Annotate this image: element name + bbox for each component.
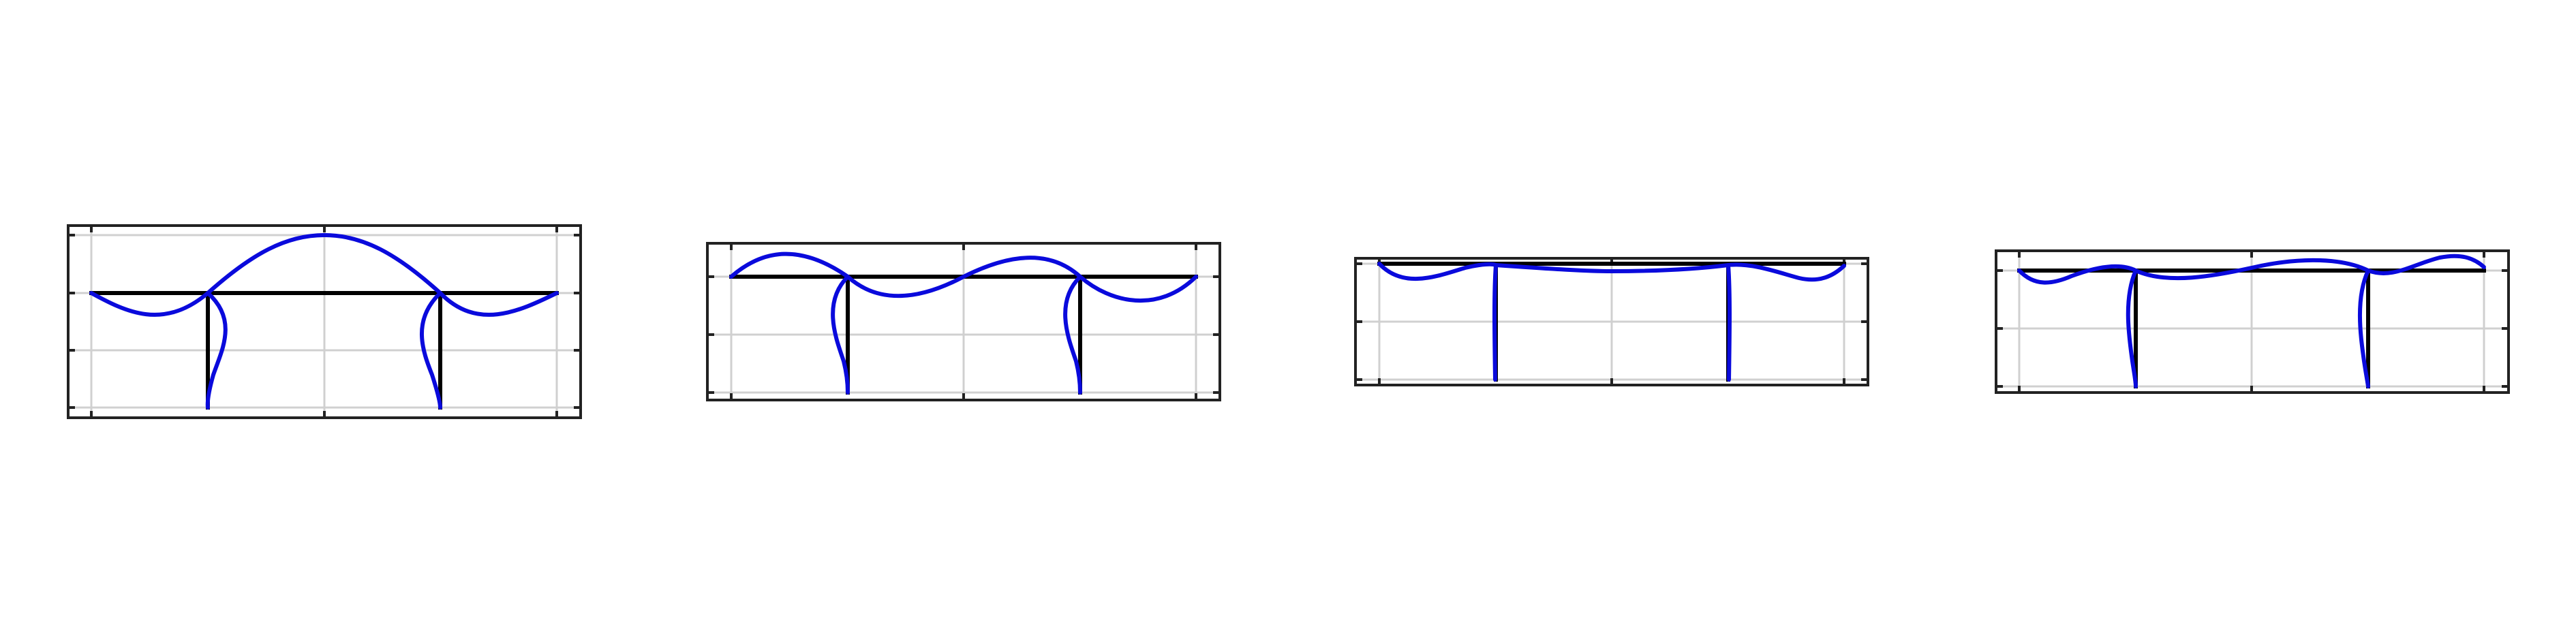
panel-4-ticks (1996, 251, 2509, 393)
panel-1-mode-shape (89, 233, 559, 410)
panel-1-ticks (68, 226, 581, 418)
panel-1 (67, 224, 582, 419)
panel-2-grid (707, 243, 1220, 400)
panel-1-grid (68, 226, 581, 418)
panel-3 (1354, 257, 1869, 386)
panel-2 (706, 242, 1221, 401)
panel-3-ticks (1355, 258, 1868, 385)
panel-4-mode-shape (2017, 254, 2486, 388)
panel-4 (1995, 249, 2510, 394)
panel-3-mode-shape (1377, 262, 1846, 382)
panel-2-mode-shape (729, 251, 1198, 395)
panel-2-ticks (707, 243, 1220, 400)
